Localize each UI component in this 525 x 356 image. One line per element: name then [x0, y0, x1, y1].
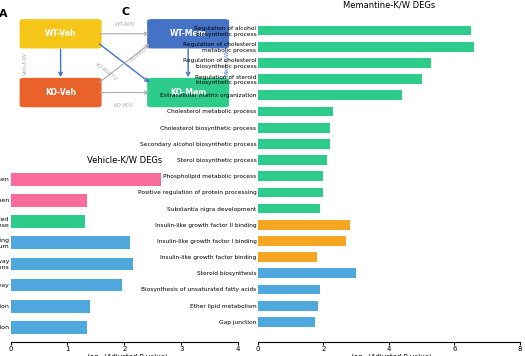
Bar [258, 317, 315, 327]
Bar [10, 194, 87, 207]
Bar [10, 236, 130, 249]
Text: WT-MKO-V: WT-MKO-V [129, 43, 152, 62]
Bar [258, 139, 330, 149]
Bar [258, 188, 323, 197]
X-axis label: −log₁₀(Adjusted P-value): −log₁₀(Adjusted P-value) [81, 353, 167, 356]
Text: A: A [0, 9, 8, 19]
Bar [258, 204, 320, 214]
Bar [258, 123, 330, 132]
Bar [258, 58, 432, 68]
FancyBboxPatch shape [147, 19, 229, 48]
Bar [258, 268, 356, 278]
Bar [258, 236, 346, 246]
Text: KO-M/WT-V: KO-M/WT-V [94, 61, 118, 82]
Bar [258, 155, 327, 165]
Text: C: C [122, 7, 130, 17]
Text: WT-Mem: WT-Mem [170, 29, 206, 38]
Bar [10, 258, 133, 270]
Text: KO-M/V: KO-M/V [114, 102, 134, 107]
Bar [10, 173, 161, 186]
Bar [10, 321, 87, 334]
Text: Mem-K/W: Mem-K/W [224, 50, 229, 77]
Bar [258, 42, 474, 52]
Bar [10, 215, 85, 228]
Title: Memantine-K/W DEGs: Memantine-K/W DEGs [343, 1, 435, 10]
Bar [258, 107, 333, 116]
Bar [258, 74, 422, 84]
Text: KO-Mem: KO-Mem [170, 88, 206, 97]
Text: WT-M/V: WT-M/V [114, 21, 134, 26]
Bar [258, 252, 317, 262]
Title: Vehicle-K/W DEGs: Vehicle-K/W DEGs [87, 155, 162, 164]
Bar [258, 301, 318, 310]
Bar [258, 285, 320, 294]
Bar [258, 220, 350, 230]
Bar [258, 26, 470, 36]
Bar [258, 90, 402, 100]
Text: KO-Veh: KO-Veh [45, 88, 76, 97]
FancyBboxPatch shape [19, 19, 102, 48]
Text: WT-Veh: WT-Veh [45, 29, 76, 38]
FancyBboxPatch shape [19, 78, 102, 107]
FancyBboxPatch shape [147, 78, 229, 107]
Text: Veh-K/W: Veh-K/W [22, 52, 27, 75]
X-axis label: −log₁₀(Adjusted P-value): −log₁₀(Adjusted P-value) [346, 353, 432, 356]
Bar [258, 171, 323, 181]
Bar [10, 300, 90, 313]
Bar [10, 279, 121, 292]
